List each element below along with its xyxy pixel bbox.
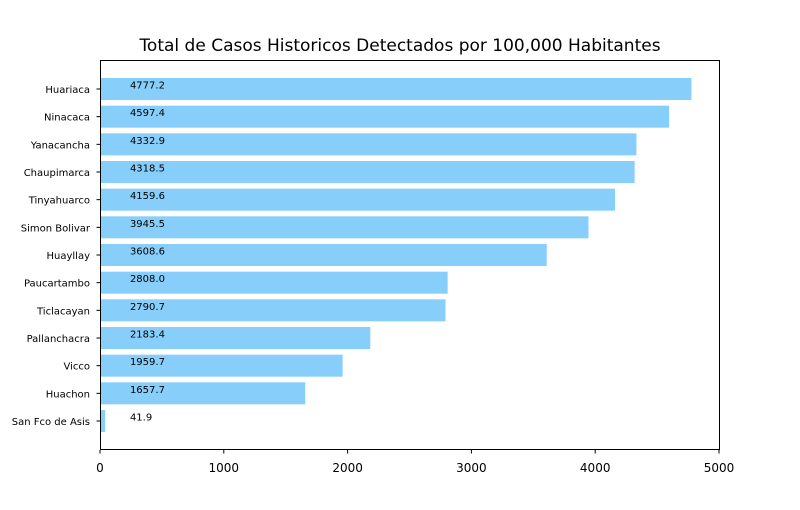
data-label: 3945.5 — [130, 219, 165, 230]
x-tick-label: 3000 — [456, 461, 487, 475]
bar — [100, 78, 692, 100]
y-tick-label: Tinyahuarco — [28, 196, 90, 207]
bar — [100, 216, 589, 239]
data-label: 4318.5 — [130, 164, 165, 175]
data-label: 4159.6 — [130, 191, 165, 202]
y-tick-label: Vicco — [63, 362, 90, 373]
y-tick-label: Ninacaca — [44, 113, 90, 124]
bar — [100, 188, 615, 211]
bar — [100, 299, 446, 322]
bar — [100, 271, 448, 294]
y-tick-label: Huariaca — [45, 85, 90, 96]
data-label: 1657.7 — [130, 385, 165, 396]
x-tick-label: 4000 — [580, 461, 611, 475]
bar — [100, 354, 343, 377]
bar — [100, 133, 637, 156]
data-label: 2183.4 — [130, 330, 165, 341]
x-tick-label: 0 — [96, 461, 104, 475]
bar — [100, 410, 106, 432]
data-label: 2790.7 — [130, 302, 165, 313]
data-label: 4332.9 — [130, 136, 165, 147]
y-tick-label: Yanacancha — [30, 140, 90, 151]
x-tick-label: 1000 — [209, 461, 240, 475]
data-label: 4597.4 — [130, 108, 165, 119]
chart-title: Total de Casos Historicos Detectados por… — [138, 36, 660, 56]
bar — [100, 382, 306, 405]
bar — [100, 244, 547, 266]
plot-frame — [100, 60, 720, 450]
data-label: 41.9 — [130, 413, 152, 424]
data-label: 2808.0 — [130, 274, 165, 285]
y-tick-label: Huachon — [46, 389, 90, 400]
y-tick-label: Simon Bolivar — [21, 223, 91, 234]
data-label: 4777.2 — [130, 81, 165, 92]
bar — [100, 105, 670, 128]
y-tick-label: Ticlacayan — [36, 306, 90, 317]
y-tick-label: Pallanchacra — [27, 334, 90, 345]
y-tick-label: San Fco de Asis — [12, 417, 90, 428]
bar — [100, 327, 371, 349]
bar — [100, 161, 635, 183]
x-tick-label: 2000 — [332, 461, 363, 475]
data-label: 3608.6 — [130, 247, 165, 258]
y-tick-label: Paucartambo — [24, 279, 90, 290]
x-tick-label: 5000 — [704, 461, 735, 475]
y-tick-label: Huayllay — [46, 251, 90, 262]
y-tick-label: Chaupimarca — [24, 168, 90, 179]
data-label: 1959.7 — [130, 357, 165, 368]
